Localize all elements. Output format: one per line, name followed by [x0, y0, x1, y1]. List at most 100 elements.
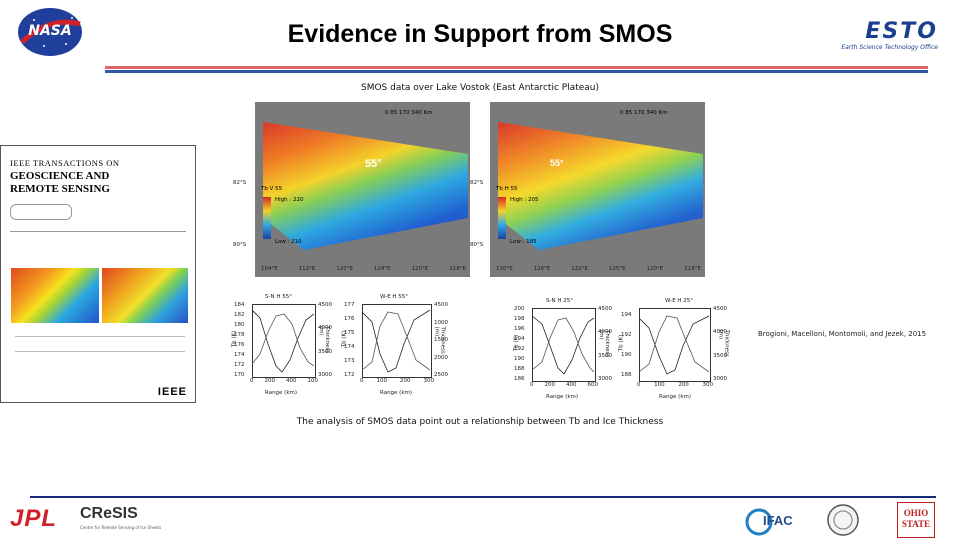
chart-yticks: 184 182 180 178 176 174 172 170 — [234, 302, 245, 378]
jpl-logo: JPL — [10, 505, 58, 532]
ytick: 170 — [234, 372, 245, 378]
y2tick: 4500 — [318, 302, 332, 308]
journal-cover: IEEE TRANSACTIONS ON GEOSCIENCE AND REMO… — [0, 145, 196, 403]
chart-title: S-N H 25° — [546, 298, 573, 304]
map-left-lon-labels: 104°E 112°E 120°E 124°E 120°E 118°E — [261, 266, 466, 272]
chart-frame — [362, 304, 432, 378]
ytick: 176 — [344, 316, 355, 322]
journal-thumb-text — [15, 336, 185, 352]
chart-frame — [252, 304, 316, 378]
lon-label: 118°E — [449, 266, 466, 272]
chart-lines — [532, 315, 594, 375]
map-left-angle: 55° — [365, 158, 382, 170]
journal-brand: IEEE — [157, 386, 187, 398]
journal-line1: IEEE TRANSACTIONS ON — [10, 158, 120, 168]
y2tick: 4500 — [713, 306, 727, 312]
y2tick: 3000 — [598, 375, 612, 382]
chart-y2ticks: 4500 1000 1500 2000 2500 — [434, 302, 448, 378]
ifac-logo: IFAC — [745, 508, 810, 536]
xtick: 100 — [307, 378, 319, 384]
map-left-lat-bottom: 80°S — [233, 242, 247, 248]
lon-label: 120°E — [646, 266, 664, 272]
xtick: 300 — [423, 378, 435, 384]
map-right-angle: 55° — [550, 158, 564, 168]
ytick: 184 — [234, 302, 245, 308]
ytick: 190 — [621, 352, 632, 358]
profile-chart-3: S-N H 25° Range (km) Tb (K) Thickness (m… — [510, 298, 620, 408]
cresis-logo: CReSIS Center for Remote Sensing of Ice … — [80, 505, 161, 533]
y2tick: 3000 — [713, 375, 727, 382]
profile-chart-2: W-E H 55° Range (km) Tb (K) Thickness (m… — [340, 294, 455, 404]
journal-thumb-map-left — [11, 268, 99, 323]
xtick: 0 — [530, 382, 534, 388]
series-thickness — [362, 311, 430, 371]
journal-text-block — [10, 204, 72, 220]
map-right-legend-low: Low : 185 — [510, 239, 537, 245]
profile-chart-1: S-N H 55° Range (km) Tb (K) Thickness (m… — [230, 294, 340, 404]
map-right-legend-bar — [498, 197, 506, 239]
lon-label: 126°E — [533, 266, 551, 272]
lon-label: 112°E — [298, 266, 316, 272]
map-panel-right: 0 85 170 340 Km 55° 82°S 80°S Tb H 55 Hi… — [470, 102, 705, 277]
lon-label: 120°E — [411, 266, 429, 272]
chart-frame — [532, 308, 596, 382]
xtick: 0 — [637, 382, 641, 388]
chart-lines — [362, 309, 430, 373]
profile-chart-4: W-E H 25° Range (km) Tb (K) Thickness (m… — [615, 298, 740, 408]
ytick: 174 — [344, 344, 355, 350]
map-right-surface — [498, 122, 703, 250]
series-tb — [532, 315, 594, 375]
ytick: 194 — [514, 336, 525, 342]
ytick: 196 — [514, 326, 525, 332]
xtick: 600 — [587, 382, 599, 388]
xtick: 300 — [702, 382, 713, 388]
map-left-surface — [263, 122, 468, 250]
ytick: 177 — [344, 302, 355, 308]
nasa-wordmark: NASA — [28, 23, 72, 39]
chart-xlabel: Range (km) — [380, 390, 413, 396]
y2tick: 1000 — [434, 319, 448, 326]
y2tick: 1500 — [434, 337, 448, 343]
lon-label: 124°E — [373, 266, 391, 272]
xtick: 100 — [654, 382, 665, 388]
ytick: 172 — [234, 362, 245, 368]
chart-yticks: 200 198 196 194 192 190 188 186 — [514, 306, 525, 382]
chart-title: W-E H 25° — [665, 298, 694, 304]
ytick: 178 — [234, 332, 245, 338]
y2tick: 3500 — [713, 352, 727, 359]
ohio-state-wordmark: OHIO STATE — [901, 508, 931, 529]
ytick: 200 — [514, 306, 525, 312]
ytick: 182 — [234, 312, 245, 318]
chart-xlabel: Range (km) — [265, 390, 298, 396]
y2tick: 3500 — [598, 352, 612, 359]
y2tick: 4000 — [318, 325, 332, 332]
series-thickness — [639, 315, 709, 373]
chart-xticks: 0 200 400 600 — [530, 382, 598, 388]
chart-xticks: 0 100 200 300 — [637, 382, 713, 388]
ytick: 192 — [621, 332, 632, 338]
map-left-scale: 0 85 170 340 Km — [385, 110, 433, 116]
ytick: 172 — [344, 372, 355, 378]
map-left-legend-bar — [263, 197, 271, 239]
ytick: 174 — [234, 352, 245, 358]
series-tb — [252, 309, 314, 373]
ytick: 188 — [514, 366, 525, 372]
ytick: 175 — [344, 330, 355, 336]
ytick: 173 — [344, 358, 355, 364]
xtick: 400 — [286, 378, 297, 384]
chart-y2ticks: 4500 4000 3500 3000 — [598, 306, 612, 382]
chart-xlabel: Range (km) — [659, 394, 692, 400]
xtick: 200 — [264, 378, 276, 384]
chart-lines — [639, 315, 709, 375]
ohio-state-logo: OHIO STATE — [897, 502, 935, 538]
chart-y2ticks: 4500 4000 3500 3000 — [318, 302, 332, 378]
ytick: 194 — [621, 312, 632, 318]
title-rule-blue — [105, 70, 928, 73]
journal-thumb-map-right — [102, 268, 188, 323]
chart-title: S-N H 55° — [265, 294, 292, 300]
title-rule-red — [105, 66, 928, 69]
conclusion-text: The analysis of SMOS data point out a re… — [296, 417, 664, 427]
series-thickness — [252, 313, 314, 367]
map-right-scale: 0 85 170 340 Km — [620, 110, 668, 116]
chart-title: W-E H 55° — [380, 294, 409, 300]
